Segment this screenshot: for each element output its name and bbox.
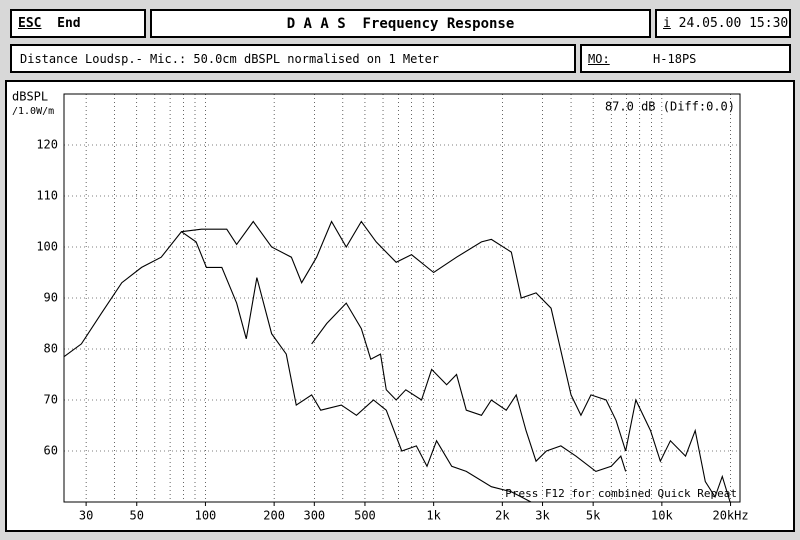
x-tick-label: 100	[195, 509, 217, 523]
y-tick-label: 100	[36, 240, 58, 254]
end-label: End	[57, 16, 81, 31]
annotation: 87.0 dB (Diff:0.0)	[605, 100, 735, 114]
y-label: /1.0W/m	[12, 106, 54, 117]
chart: dBSPL /1.0W/m 87.0 dB (Diff:0.0) Press F…	[5, 80, 795, 532]
response-curve	[63, 220, 731, 503]
plot-frame	[63, 93, 741, 503]
x-tick-label: 500	[354, 509, 376, 523]
y-tick-label: 60	[44, 444, 58, 458]
x-tick-label: 200	[263, 509, 285, 523]
x-tick-label: 5k	[586, 509, 601, 523]
y-tick-label: 90	[44, 291, 58, 305]
x-tick-label: 10k	[651, 509, 673, 523]
y-tick-label: 70	[44, 393, 58, 407]
datetime-box: i 24.05.00 15:30	[655, 9, 791, 38]
response-curve	[311, 302, 627, 473]
x-tick-label: 30	[79, 509, 93, 523]
x-tick-label: 2k	[495, 509, 510, 523]
y-tick-label: 120	[36, 138, 58, 152]
x-tick-label: 20kHz	[712, 509, 748, 523]
annotation: Press F12 for combined Quick Repeat	[505, 487, 737, 500]
model-value: H-18PS	[653, 51, 697, 66]
model-box: MO: H-18PS	[580, 44, 791, 73]
datetime: 24.05.00 15:30	[678, 16, 789, 31]
x-tick-label: 3k	[535, 509, 550, 523]
y-tick-label: 80	[44, 342, 58, 356]
x-tick-label: 300	[303, 509, 325, 523]
esc-key: ESC	[18, 16, 42, 31]
x-tick-label: 1k	[426, 509, 441, 523]
response-curve	[181, 231, 532, 503]
info-text: Distance Loudsp.- Mic.: 50.0cm dBSPL nor…	[20, 51, 440, 66]
x-tick-label: 50	[130, 509, 144, 523]
y-label: dBSPL	[12, 90, 48, 104]
y-tick-label: 110	[36, 189, 58, 203]
info-icon[interactable]: i	[663, 16, 671, 31]
title-bar: D A A S Frequency Response	[150, 9, 651, 38]
esc-button[interactable]: ESC End	[10, 9, 146, 38]
window-title: D A A S Frequency Response	[286, 15, 515, 32]
model-label: MO:	[588, 51, 610, 66]
info-bar: Distance Loudsp.- Mic.: 50.0cm dBSPL nor…	[10, 44, 576, 73]
